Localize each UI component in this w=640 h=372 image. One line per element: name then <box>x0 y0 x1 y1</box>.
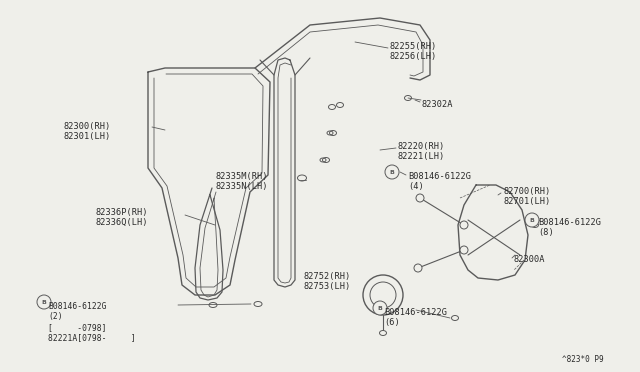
Text: B: B <box>42 299 47 305</box>
Circle shape <box>363 275 403 315</box>
Text: 82752(RH)
82753(LH): 82752(RH) 82753(LH) <box>304 272 351 291</box>
Text: B08146-6122G
(8): B08146-6122G (8) <box>538 218 601 237</box>
Text: 82335M(RH)
82335N(LH): 82335M(RH) 82335N(LH) <box>216 172 269 192</box>
Text: B08146-6122G
(4): B08146-6122G (4) <box>408 172 471 192</box>
Circle shape <box>416 194 424 202</box>
Text: B08146-6122G
(6): B08146-6122G (6) <box>384 308 447 327</box>
Circle shape <box>460 246 468 254</box>
Text: 82255(RH)
82256(LH): 82255(RH) 82256(LH) <box>390 42 437 61</box>
Circle shape <box>414 264 422 272</box>
Circle shape <box>525 213 539 227</box>
Text: B: B <box>529 218 534 222</box>
Text: B08146-6122G
(2)
[     -0798]
82221A[0798-     ]: B08146-6122G (2) [ -0798] 82221A[0798- ] <box>48 302 136 342</box>
Circle shape <box>370 282 396 308</box>
Circle shape <box>460 221 468 229</box>
Text: ^823*0 P9: ^823*0 P9 <box>562 355 604 364</box>
Text: 82336P(RH)
82336Q(LH): 82336P(RH) 82336Q(LH) <box>96 208 148 227</box>
Text: 82220(RH)
82221(LH): 82220(RH) 82221(LH) <box>398 142 445 161</box>
Text: B: B <box>390 170 394 174</box>
Text: 82302A: 82302A <box>422 100 454 109</box>
Circle shape <box>373 301 387 315</box>
Text: 82300A: 82300A <box>514 255 545 264</box>
Text: 82300(RH)
82301(LH): 82300(RH) 82301(LH) <box>63 122 110 141</box>
Text: B: B <box>378 305 383 311</box>
Text: 82700(RH)
82701(LH): 82700(RH) 82701(LH) <box>503 187 550 206</box>
Circle shape <box>37 295 51 309</box>
Circle shape <box>385 165 399 179</box>
